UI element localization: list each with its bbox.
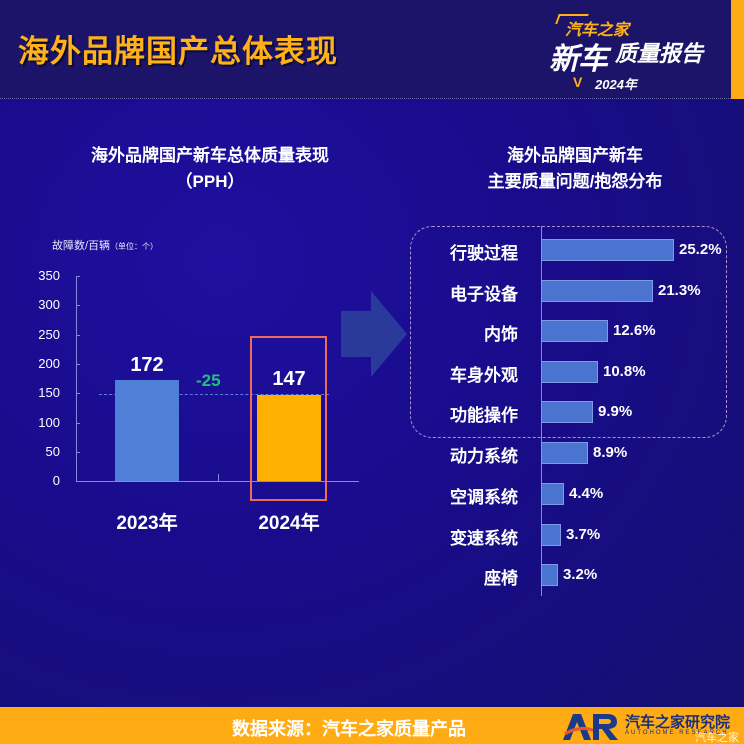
delta-label: -25 (196, 371, 221, 390)
y-axis-unit-note: （单位：个） (110, 242, 159, 251)
row-value: 3.7% (566, 526, 601, 543)
y-tick: 50 (45, 444, 60, 459)
row-label: 内饰 (484, 325, 518, 344)
logo-brand: 汽车之家 (565, 22, 630, 39)
hbar (541, 239, 674, 261)
row-value: 10.8% (603, 363, 646, 380)
left-chart-title-line1: 海外品牌国产新车总体质量表现 (91, 146, 329, 165)
y-tick: 150 (38, 385, 60, 400)
row-value: 25.2% (679, 241, 722, 258)
org-name-en: AUTOHOME RESEARCH (625, 730, 729, 736)
header-accent-bar (731, 0, 744, 99)
data-source: 数据来源：汽车之家质量产品 (232, 719, 466, 739)
hbar (541, 280, 653, 302)
y-tick: 250 (38, 327, 60, 342)
x-label-2023: 2023年 (116, 513, 178, 534)
y-tickmark (76, 452, 80, 453)
row-value: 12.6% (613, 322, 656, 339)
row-value: 21.3% (658, 282, 701, 299)
hbar (541, 483, 564, 505)
y-tick: 100 (38, 415, 60, 430)
x-axis (76, 481, 359, 482)
logo-line-big: 新车 (549, 43, 608, 76)
hbar (541, 442, 588, 464)
row-label: 座椅 (484, 569, 518, 588)
y-tickmark (76, 335, 80, 336)
y-tickmark (76, 423, 80, 424)
y-tick: 350 (38, 268, 60, 283)
autohome-research-logo-icon (563, 714, 618, 740)
bar-value-2024: 147 (272, 368, 306, 390)
footer: 数据来源：汽车之家质量产品 汽车之家研究院 AUTOHOME RESEARCH … (0, 707, 744, 744)
right-chart-title-line1: 海外品牌国产新车 (507, 146, 643, 165)
y-tick: 300 (38, 297, 60, 312)
y-tickmark (76, 364, 80, 365)
row-label: 动力系统 (450, 447, 518, 466)
y-axis-unit: 故障数/百辆（单位：个） (52, 237, 158, 253)
hbar (541, 361, 598, 383)
header: 海外品牌国产总体表现 汽车之家 新车 质量报告 V 2024年 (0, 0, 744, 98)
logo-year: 2024年 (595, 77, 637, 92)
left-chart-title-line2: （PPH） (175, 172, 245, 191)
bar-value-2023: 172 (130, 354, 164, 376)
hbar (541, 320, 608, 342)
arrow-right-icon (341, 291, 407, 377)
row-value: 3.2% (563, 566, 598, 583)
hbar (541, 524, 561, 546)
header-divider (0, 98, 731, 99)
y-tickmark (76, 276, 80, 277)
row-value: 9.9% (598, 403, 633, 420)
y-axis (76, 276, 77, 482)
row-label: 变速系统 (450, 529, 518, 548)
x-label-2024: 2024年 (258, 513, 320, 534)
y-tickmark (76, 393, 80, 394)
watermark: 汽车之家 (695, 732, 739, 744)
right-chart-title-line2: 主要质量问题/抱怨分布 (487, 172, 663, 191)
row-label: 空调系统 (450, 488, 518, 507)
y-tick: 200 (38, 356, 60, 371)
bar-2023 (115, 380, 179, 481)
logo-line-small: 质量报告 (615, 41, 704, 66)
page-title: 海外品牌国产总体表现 (18, 34, 338, 69)
row-value: 4.4% (569, 485, 604, 502)
y-tickmark (76, 305, 80, 306)
left-chart-title: 海外品牌国产新车总体质量表现 （PPH） (20, 143, 400, 195)
row-label: 车身外观 (450, 366, 518, 385)
org-name: 汽车之家研究院 (625, 714, 731, 731)
y-axis-unit-label: 故障数/百辆 (52, 240, 111, 252)
row-label: 行驶过程 (450, 244, 518, 263)
hbar (541, 564, 558, 586)
highlight-box-2024 (250, 336, 327, 501)
top5-highlight-box (410, 226, 727, 438)
row-label: 功能操作 (450, 406, 518, 425)
x-tickmark (218, 474, 219, 481)
hbar (541, 401, 593, 423)
right-chart-title: 海外品牌国产新车 主要质量问题/抱怨分布 (420, 143, 730, 195)
bar-2024 (257, 395, 321, 481)
logo-check-icon: V (573, 74, 583, 90)
row-value: 8.9% (593, 444, 628, 461)
y-tick: 0 (52, 473, 60, 488)
report-logo: 汽车之家 新车 质量报告 V 2024年 (545, 14, 725, 94)
reference-line (99, 394, 329, 395)
row-label: 电子设备 (450, 285, 518, 304)
